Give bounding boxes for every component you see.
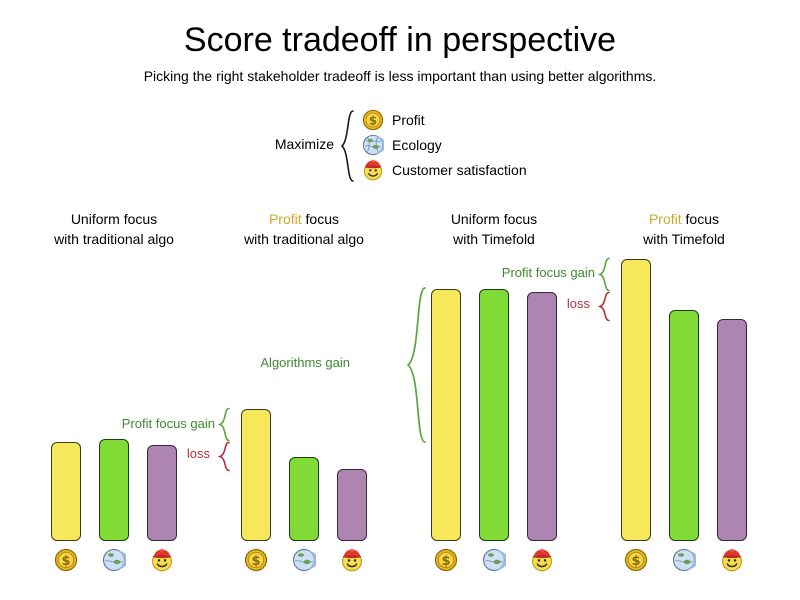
dollar-coin-icon: $ xyxy=(54,548,78,572)
annotation-profit-focus-gain-brace-icon-2 xyxy=(598,257,610,292)
group-caption-3: Uniform focus with Timefold xyxy=(394,209,594,249)
bar-ecology-g1[interactable] xyxy=(99,439,129,541)
legend-item-customer-satisfaction: Customer satisfaction xyxy=(362,158,527,182)
legend-item-label: Customer satisfaction xyxy=(392,162,527,178)
legend-title: Maximize xyxy=(274,136,334,152)
group-caption-2: Profit focus with traditional algo xyxy=(204,209,404,249)
bar-ecology-g3[interactable] xyxy=(479,289,509,541)
page-subtitle: Picking the right stakeholder tradeoff i… xyxy=(143,68,657,84)
svg-text:$: $ xyxy=(61,554,70,569)
bar-profit-g4[interactable] xyxy=(621,259,651,541)
group-caption-plain: focus xyxy=(681,211,720,227)
bar-profit-g3[interactable] xyxy=(431,289,461,541)
group-caption-accent: Profit xyxy=(268,211,302,227)
legend-brace-icon xyxy=(340,110,354,182)
bar-satisfaction-g4[interactable] xyxy=(717,319,747,541)
group-caption-line2: with traditional algo xyxy=(54,231,174,247)
group-caption-accent: Profit xyxy=(648,211,682,227)
group-caption-plain: Uniform focus xyxy=(450,211,538,227)
legend-item-label: Ecology xyxy=(392,137,442,153)
legend-item-profit: $ Profit xyxy=(362,108,425,132)
bar-ecology-g4[interactable] xyxy=(669,310,699,541)
group-caption-line2: with Timefold xyxy=(643,231,725,247)
group-caption-line2: with traditional algo xyxy=(244,231,364,247)
annotation-loss-brace-icon-2 xyxy=(598,291,610,322)
globe-icon xyxy=(292,548,316,572)
globe-icon xyxy=(362,134,384,156)
smiley-icon xyxy=(363,159,383,181)
group-caption-1: Uniform focus with traditional algo xyxy=(14,209,214,249)
group-caption-plain: focus xyxy=(301,211,340,227)
bar-satisfaction-g1[interactable] xyxy=(147,445,177,541)
annotation-profit-focus-gain-label-2: Profit focus gain xyxy=(501,265,595,280)
smiley-icon xyxy=(152,548,172,572)
annotation-loss-label-2: loss xyxy=(566,296,590,311)
bar-profit-g1[interactable] xyxy=(51,442,81,541)
dollar-coin-icon: $ xyxy=(624,548,648,572)
bar-satisfaction-g3[interactable] xyxy=(527,292,557,541)
smiley-icon xyxy=(532,548,552,572)
svg-text:$: $ xyxy=(631,554,640,569)
globe-icon xyxy=(102,548,126,572)
annotation-loss-label-1: loss xyxy=(186,446,210,461)
annotation-algorithms-gain-label: Algorithms gain xyxy=(260,355,350,370)
annotation-profit-focus-gain-label-1: Profit focus gain xyxy=(121,416,215,431)
dollar-coin-icon: $ xyxy=(434,548,458,572)
legend: Maximize $ Profit Ecology xyxy=(258,106,558,186)
group-caption-line2: with Timefold xyxy=(453,231,535,247)
annotation-profit-focus-gain-brace-icon-1 xyxy=(218,407,230,442)
group-caption-plain: Uniform focus xyxy=(70,211,158,227)
annotation-loss-brace-icon-1 xyxy=(218,441,230,472)
globe-icon xyxy=(672,548,696,572)
svg-text:$: $ xyxy=(369,114,377,128)
group-caption-4: Profit focus with Timefold xyxy=(584,209,784,249)
bar-satisfaction-g2[interactable] xyxy=(337,469,367,541)
globe-icon xyxy=(482,548,506,572)
svg-text:$: $ xyxy=(441,554,450,569)
bar-profit-g2[interactable] xyxy=(241,409,271,541)
legend-item-label: Profit xyxy=(392,112,425,128)
svg-text:$: $ xyxy=(251,554,260,569)
smiley-icon xyxy=(722,548,742,572)
annotation-algorithms-gain-brace-icon xyxy=(406,287,426,443)
dollar-coin-icon: $ xyxy=(362,109,384,131)
page-title: Score tradeoff in perspective xyxy=(183,21,617,59)
dollar-coin-icon: $ xyxy=(244,548,268,572)
legend-item-ecology: Ecology xyxy=(362,133,442,157)
smiley-icon xyxy=(342,548,362,572)
bar-ecology-g2[interactable] xyxy=(289,457,319,541)
